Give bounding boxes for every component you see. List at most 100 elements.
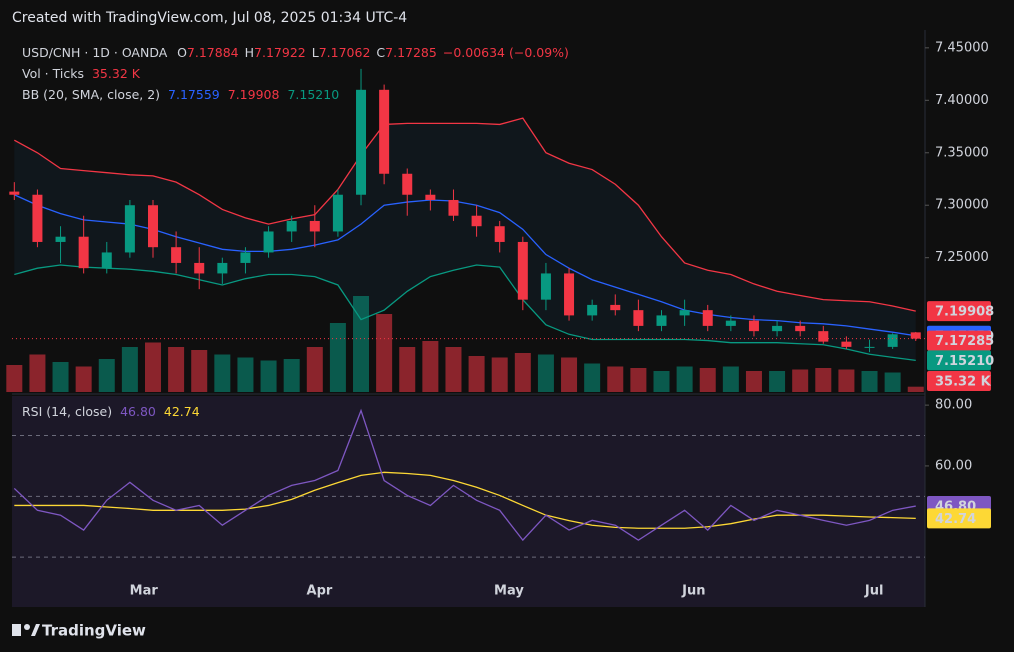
x-tick-label: Apr (307, 584, 333, 599)
candle-body (587, 304, 598, 316)
candle-body (656, 315, 667, 326)
price-badge-label: 7.15210 (935, 354, 994, 369)
price-badge-label: 42.74 (935, 512, 976, 527)
volume-bar (98, 359, 115, 392)
rsi-pane (12, 396, 925, 607)
candle-body (610, 304, 621, 311)
volume-bar (514, 353, 531, 392)
candle-body (194, 262, 205, 274)
volume-bar (168, 347, 185, 392)
price-badge (927, 301, 991, 322)
y-tick-label: 7.25000 (935, 250, 989, 265)
volume-bar (353, 296, 370, 392)
volume-bar (283, 359, 300, 392)
price-badge-label: 35.32 K (935, 375, 992, 390)
candle-body (9, 191, 20, 195)
price-badge (927, 371, 991, 391)
price-badge (927, 330, 991, 351)
watermark: Created with TradingView.com, Jul 08, 20… (12, 10, 407, 26)
volume-bar (468, 356, 485, 392)
legend-volume: Vol · Ticks 35.32 K (22, 66, 141, 81)
candle-body (818, 331, 829, 342)
x-tick-label: May (494, 584, 524, 599)
candle-body (101, 252, 112, 269)
volume-bar (745, 371, 762, 392)
candle-body (332, 194, 343, 232)
candle-body (841, 341, 852, 347)
candle-body (517, 241, 528, 300)
volume-bar (422, 341, 439, 392)
x-tick-label: Jun (681, 584, 705, 599)
volume-bar (237, 357, 254, 392)
candle-body (725, 320, 736, 326)
candle-body (910, 332, 921, 339)
candle-body (864, 346, 875, 348)
candle-body (309, 220, 320, 232)
volume-bar (884, 372, 901, 392)
bb-band-fill (14, 118, 916, 361)
volume-bar (121, 347, 138, 392)
volume-bar (561, 357, 578, 392)
bb-upper (14, 117, 916, 312)
bb-middle (14, 194, 916, 337)
volume-bar (260, 360, 277, 392)
tv-logo (12, 624, 40, 636)
candle-body (795, 325, 806, 332)
candle-body (78, 236, 89, 269)
y-tick-label: 7.40000 (935, 93, 989, 108)
legend-symbol: USD/CNH · 1D · OANDA O7.17884 H7.17922 L7.1… (22, 45, 569, 60)
volume-bar (376, 314, 393, 392)
volume-bar (630, 368, 647, 392)
candle-body (147, 205, 158, 248)
legend-rsi: RSI (14, close) 46.80 42.74 (22, 404, 200, 419)
candle-body (286, 220, 297, 232)
volume-bar (191, 350, 208, 392)
x-tick-label: Jul (864, 584, 884, 599)
volume-bar (6, 365, 23, 392)
volume-bar (861, 371, 878, 392)
candle-body (494, 226, 505, 242)
legend-bb: BB (20, SMA, close, 2) 7.17559 7.19908 7.15… (22, 87, 339, 102)
rsi-line (13, 408, 916, 542)
volume-bar (329, 323, 346, 392)
volume-bar (214, 354, 231, 392)
candle-body (379, 89, 390, 174)
price-badge-label: 7.19908 (935, 305, 994, 320)
x-tick-label: Mar (130, 584, 159, 599)
candle-body (263, 231, 274, 253)
volume-bar (699, 368, 716, 392)
price-badge-label: 7.17285 (935, 334, 994, 349)
candle-body (887, 334, 898, 347)
volume-bar (306, 347, 323, 392)
volume-bar (29, 354, 46, 392)
candle-body (124, 205, 135, 253)
candle-body (217, 262, 228, 274)
rsi-tick-label: 60.00 (935, 458, 972, 473)
volume-bar (399, 347, 416, 392)
y-tick-label: 7.45000 (935, 40, 989, 55)
volume-bar (838, 369, 855, 392)
candle-body (772, 325, 783, 332)
volume-bar (792, 369, 809, 392)
candle-body (32, 194, 43, 242)
candle-body (402, 173, 413, 195)
candle-body (356, 89, 367, 195)
price-badge (927, 350, 991, 371)
volume-bar (653, 371, 670, 392)
bb-lower (14, 264, 916, 362)
candle-body (448, 199, 459, 216)
volume-bar (907, 386, 924, 392)
price-badge (927, 508, 991, 529)
footer-brand: TradingView (42, 622, 146, 640)
y-tick-label: 7.35000 (935, 145, 989, 160)
y-tick-label: 7.30000 (935, 198, 989, 213)
rsi-tick-label: 80.00 (935, 398, 972, 413)
candle-body (702, 310, 713, 326)
volume-bar (584, 363, 601, 392)
volume-bar (607, 366, 624, 392)
candle-body (55, 236, 66, 242)
volume-bar (722, 366, 739, 392)
candle-body (425, 194, 436, 200)
volume-bar (769, 371, 786, 392)
